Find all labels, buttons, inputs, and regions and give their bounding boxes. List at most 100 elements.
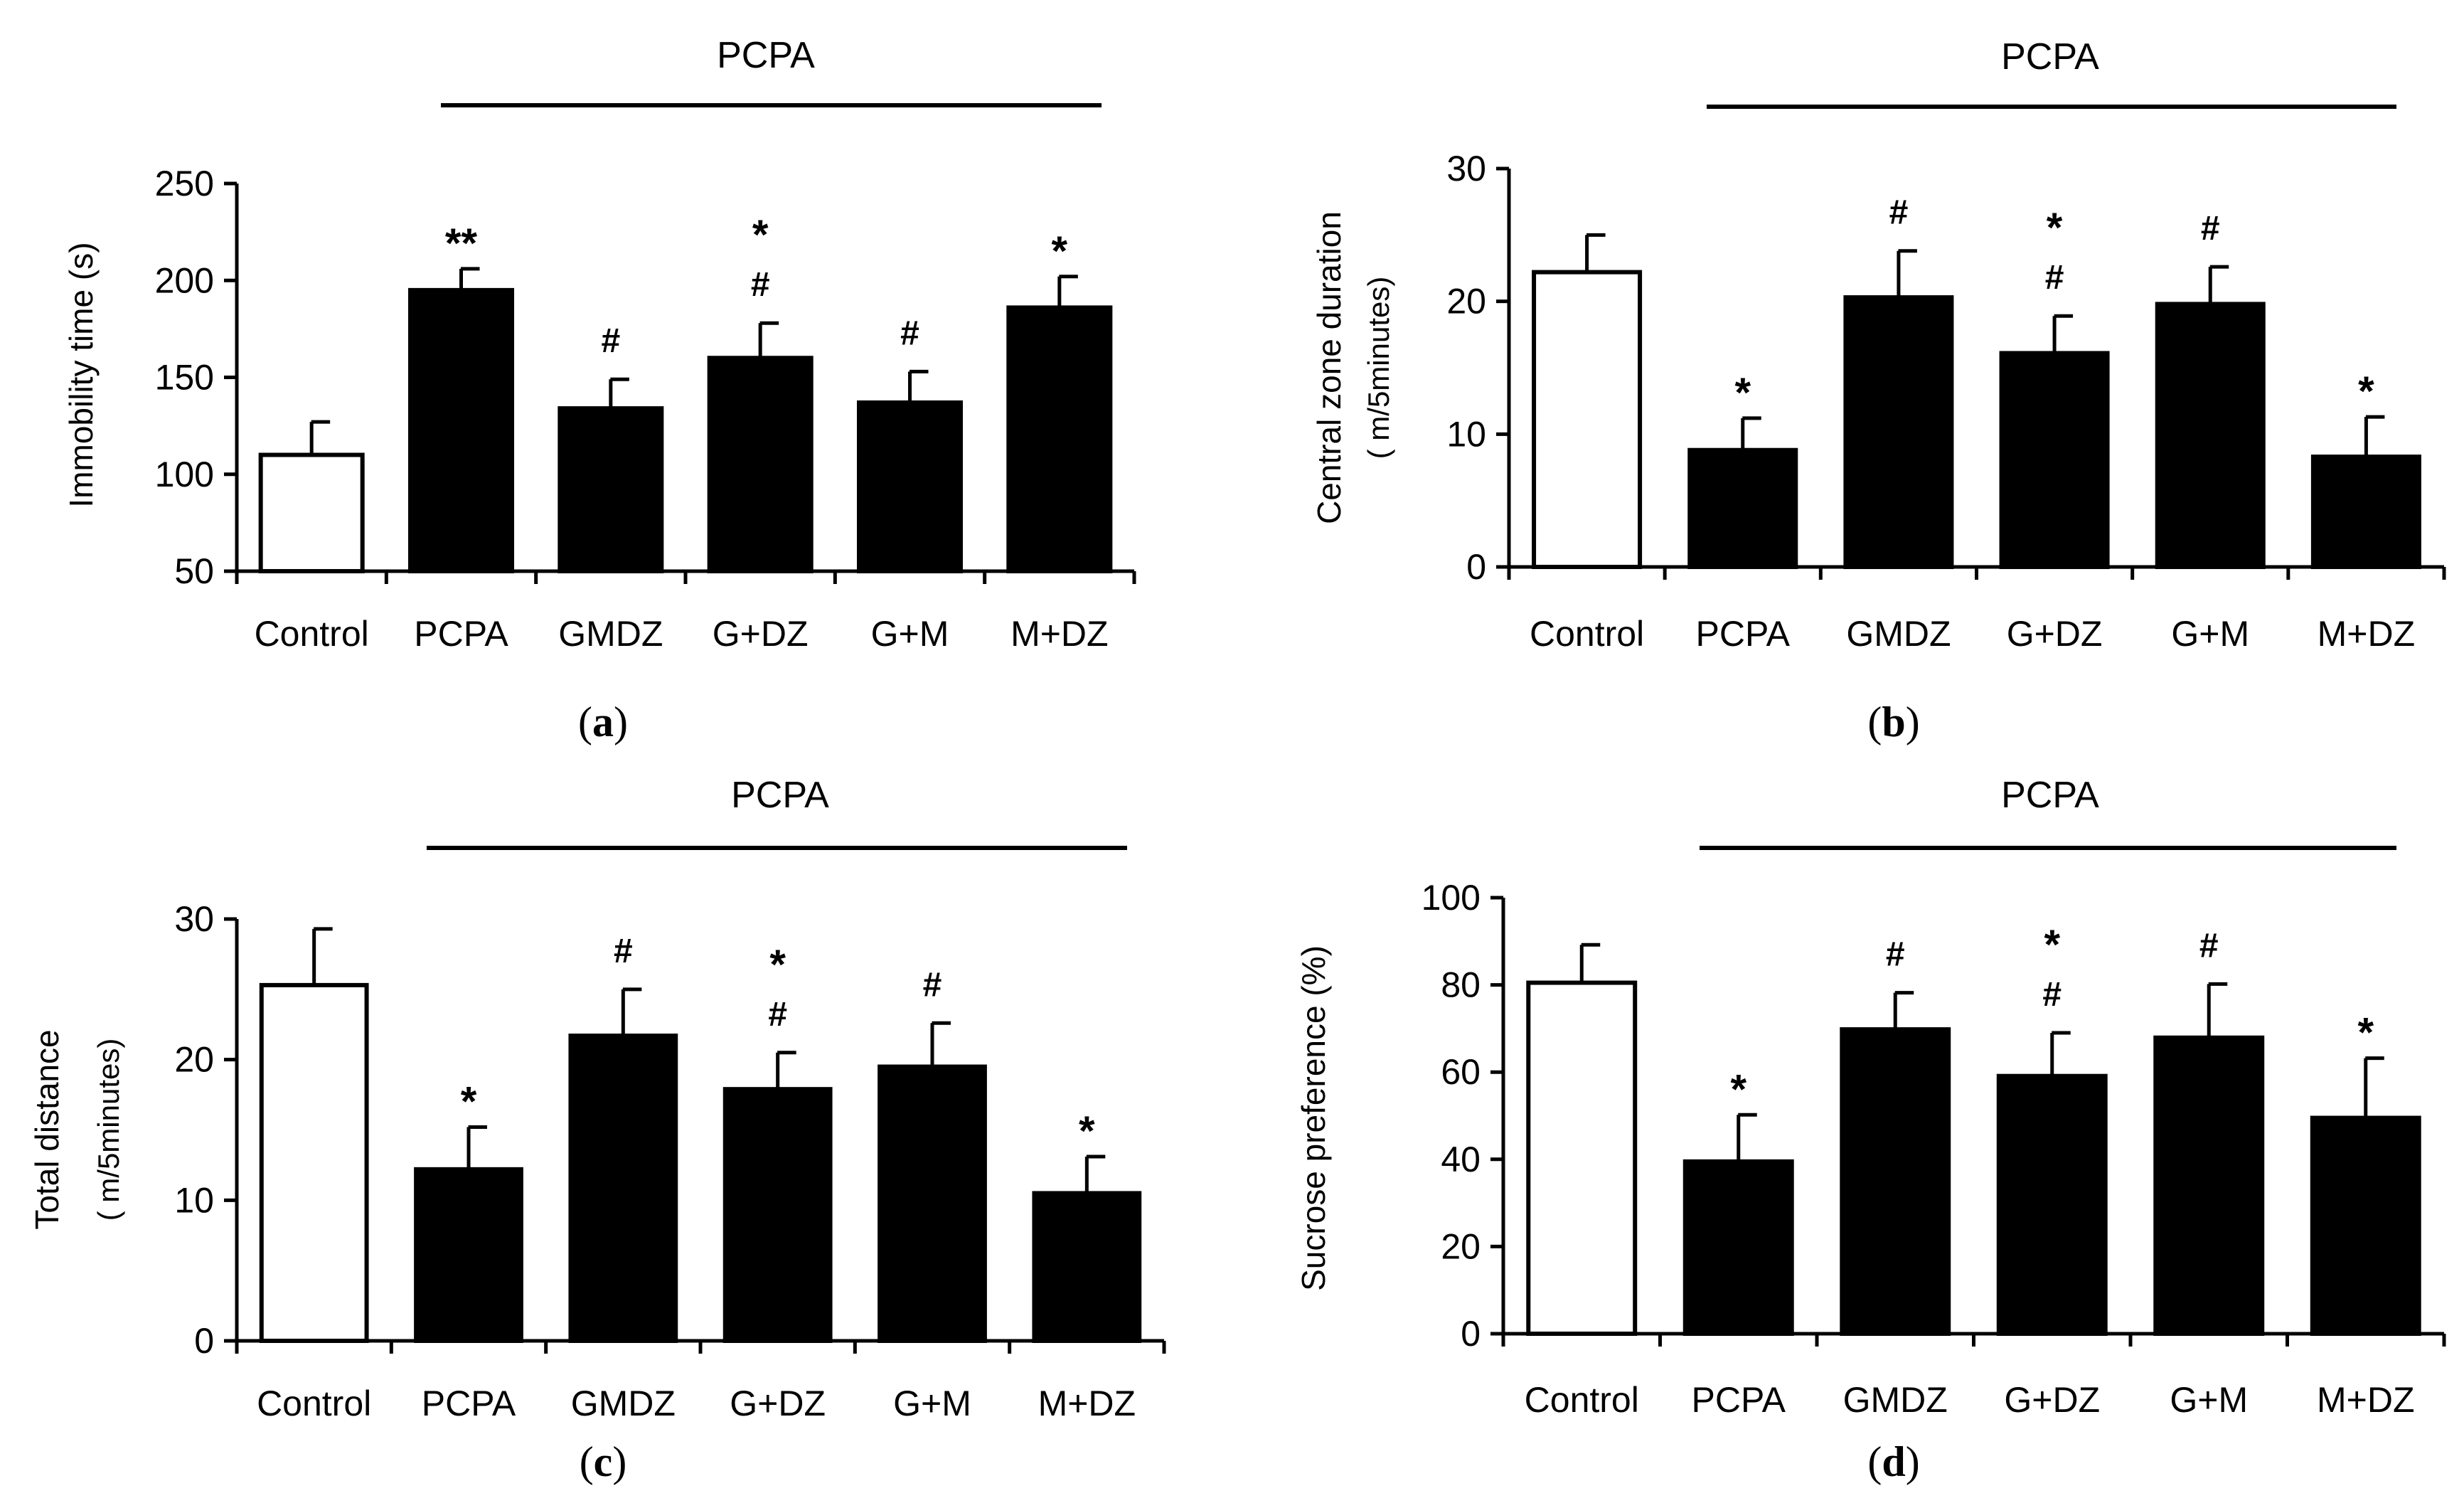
category-label: M+DZ (2317, 1380, 2415, 1420)
bar-g-dz (1996, 1073, 2108, 1337)
group-label: PCPA (717, 35, 815, 76)
panel-label-close-paren: ) (1906, 1438, 1920, 1485)
significance-star: * (1734, 370, 1751, 416)
category-label: G+M (2171, 614, 2249, 654)
bar-m-dz (2310, 1115, 2421, 1336)
significance-hash: # (768, 996, 787, 1034)
group-label: PCPA (2001, 36, 2099, 78)
bar-g-dz (1999, 351, 2110, 569)
bar-control (1526, 980, 1638, 1337)
y-tick-label: 0 (194, 1321, 214, 1361)
significance-star: * (2044, 922, 2060, 968)
y-tick-label: 200 (155, 260, 214, 300)
significance-hash: # (2042, 976, 2062, 1014)
y-axis-unit-label: ( m/5minutes) (1362, 277, 1395, 460)
category-label: GMDZ (558, 614, 663, 654)
significance-star: * (769, 942, 786, 988)
category-label: PCPA (1692, 1380, 1786, 1420)
y-tick-label: 100 (155, 455, 214, 494)
y-tick-label: 60 (1441, 1052, 1481, 1092)
chart-panel-c: PCPA 0 10 20 30 Total distance ( m/5minutes) Co… (28, 775, 1166, 1485)
bar-m-dz (1032, 1191, 1142, 1343)
significance-hash: # (923, 966, 942, 1004)
panel-label: (c) (580, 1438, 627, 1485)
significance-hash: # (900, 314, 919, 352)
significance-star: * (2357, 1010, 2374, 1056)
bar-pcpa (407, 287, 515, 573)
significance-hash: # (1886, 936, 1905, 974)
chart-panel-a: PCPA 50 100 150 200 250 Immobility time (s) Con… (63, 35, 1136, 745)
panel-label-letter: b (1882, 699, 1905, 745)
panel-label-letter: a (592, 699, 614, 745)
bar-control (259, 982, 369, 1343)
category-label: Control (255, 614, 369, 654)
panel-label-letter: c (594, 1438, 613, 1485)
y-axis-label-group: Total distance (28, 1029, 65, 1229)
category-label: GMDZ (1843, 1380, 1948, 1420)
y-axis-label: Central zone duration (1311, 211, 1348, 524)
panel-label-letter: d (1882, 1438, 1905, 1485)
significance-star: * (461, 1079, 477, 1125)
y-tick-label: 0 (1461, 1314, 1481, 1354)
bar-control (258, 452, 365, 573)
category-label: GMDZ (571, 1384, 676, 1423)
panel-label-open-paren: ( (1867, 1438, 1882, 1485)
bar-control (1532, 270, 1643, 569)
chart-panel-b: PCPA 0 10 20 30 Central zone duration ( m/5min… (1311, 36, 2446, 745)
category-label: G+DZ (730, 1384, 826, 1423)
y-axis-label-group: Central zone duration (1311, 211, 1348, 524)
panel-label: (b) (1867, 699, 1919, 745)
significance-hash: # (1889, 194, 1909, 232)
significance-star: * (2358, 368, 2374, 415)
significance-star: ** (445, 221, 478, 267)
significance-hash: # (2201, 210, 2220, 248)
y-axis-label-group: Immobility time (s) (63, 242, 100, 507)
significance-hash: # (614, 933, 633, 970)
bar-g-m (2153, 1035, 2265, 1336)
category-label: PCPA (422, 1384, 516, 1423)
significance-hash: # (751, 266, 770, 304)
panel-label-close-paren: ) (614, 699, 628, 745)
y-tick-label: 10 (1446, 414, 1486, 454)
category-label: GMDZ (1846, 614, 1951, 654)
bar-g-m (878, 1064, 987, 1344)
y-tick-label: 20 (1441, 1226, 1481, 1266)
y-axis-label: Sucrose preference (%) (1295, 945, 1332, 1291)
significance-hash: # (2199, 927, 2219, 965)
bar-g-dz (707, 356, 814, 573)
category-label: G+DZ (2007, 614, 2103, 654)
y-axis-label: Immobility time (s) (63, 242, 100, 507)
bar-g-m (856, 400, 964, 573)
category-label: G+DZ (2004, 1380, 2100, 1420)
panel-label-close-paren: ) (1906, 699, 1920, 745)
y-axis-label-group: Sucrose preference (%) (1295, 945, 1332, 1291)
category-label: M+DZ (1010, 614, 1109, 654)
y-axis-unit-label-group: ( m/5minutes) (1362, 277, 1395, 460)
significance-star: * (752, 212, 769, 258)
y-axis-unit-label-group: ( m/5minutes) (92, 1039, 125, 1221)
bar-pcpa (1682, 1159, 1794, 1336)
bar-gmdz (1840, 1027, 1951, 1336)
category-label: M+DZ (2318, 614, 2416, 654)
bar-g-dz (722, 1087, 833, 1343)
significance-star: * (2047, 205, 2063, 251)
y-tick-label: 20 (1446, 282, 1486, 322)
category-label: PCPA (1696, 614, 1791, 654)
y-tick-label: 50 (174, 551, 214, 591)
category-label: Control (257, 1384, 371, 1423)
bar-g-m (2155, 302, 2266, 569)
panel-label: (a) (578, 699, 628, 745)
significance-star: * (1079, 1108, 1095, 1154)
category-label: M+DZ (1038, 1384, 1136, 1423)
bar-pcpa (1687, 447, 1798, 569)
bar-gmdz (568, 1034, 678, 1344)
bar-m-dz (2310, 455, 2421, 569)
category-label: PCPA (414, 614, 508, 654)
group-label: PCPA (731, 775, 829, 816)
y-tick-label: 100 (1422, 878, 1481, 918)
significance-hash: # (2045, 259, 2064, 297)
category-label: G+M (893, 1384, 971, 1423)
significance-hash: # (601, 322, 620, 360)
group-label: PCPA (2001, 775, 2099, 816)
